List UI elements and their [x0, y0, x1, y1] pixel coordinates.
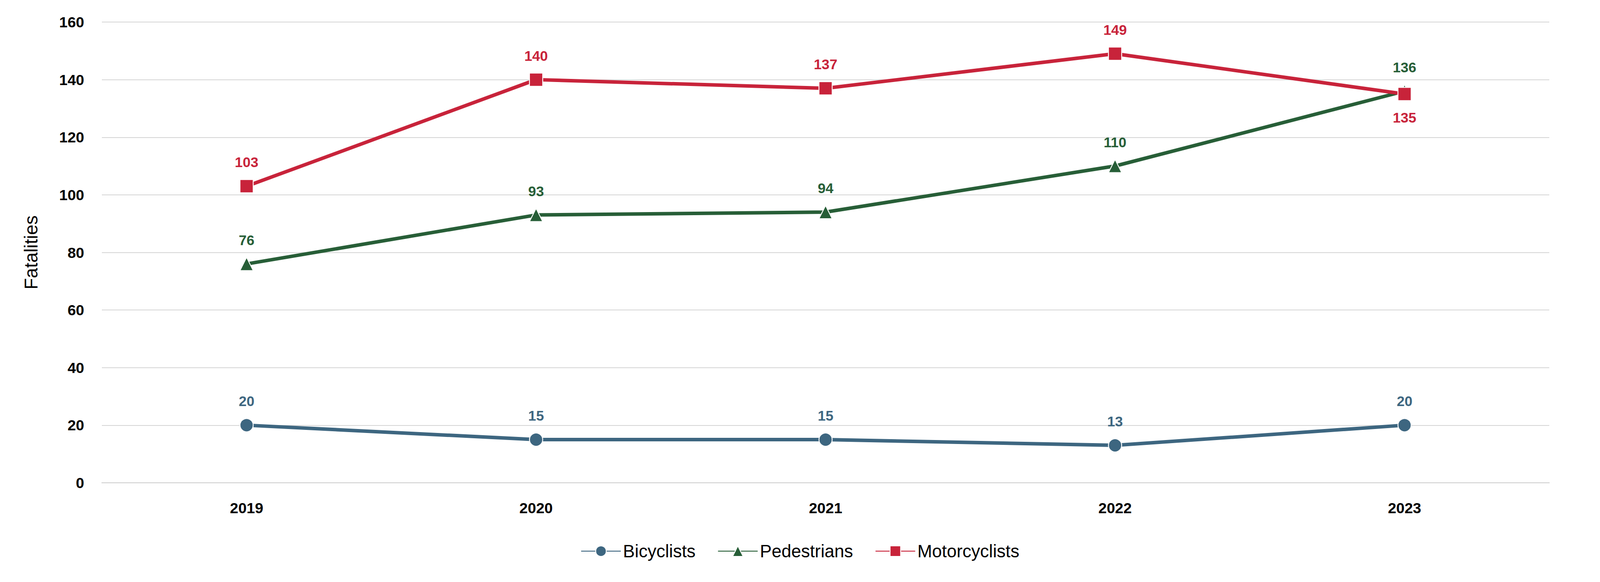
svg-text:94: 94 — [817, 180, 834, 197]
svg-text:103: 103 — [234, 154, 259, 171]
svg-text:80: 80 — [67, 244, 85, 262]
svg-text:2021: 2021 — [809, 499, 843, 517]
svg-text:Bicyclists: Bicyclists — [622, 541, 696, 561]
svg-text:2022: 2022 — [1098, 499, 1132, 517]
svg-text:15: 15 — [817, 407, 834, 424]
svg-text:137: 137 — [813, 56, 838, 73]
svg-text:2019: 2019 — [229, 499, 264, 517]
svg-text:140: 140 — [59, 71, 85, 89]
svg-text:Pedestrians: Pedestrians — [760, 541, 854, 561]
svg-text:13: 13 — [1107, 413, 1123, 430]
svg-text:2020: 2020 — [519, 499, 553, 517]
svg-text:60: 60 — [67, 301, 85, 319]
svg-text:135: 135 — [1392, 109, 1417, 126]
svg-text:140: 140 — [524, 48, 548, 64]
svg-text:149: 149 — [1103, 22, 1127, 38]
svg-text:110: 110 — [1103, 134, 1127, 151]
svg-text:Motorcyclists: Motorcyclists — [917, 541, 1020, 561]
svg-text:100: 100 — [59, 186, 85, 204]
svg-text:0: 0 — [75, 474, 85, 492]
svg-text:93: 93 — [528, 183, 545, 200]
svg-text:15: 15 — [528, 407, 545, 424]
svg-text:Fatalities: Fatalities — [20, 215, 42, 290]
svg-text:20: 20 — [1396, 393, 1413, 410]
svg-text:136: 136 — [1392, 59, 1417, 76]
svg-text:2023: 2023 — [1387, 499, 1422, 517]
svg-text:76: 76 — [238, 232, 255, 249]
svg-text:120: 120 — [59, 128, 85, 146]
svg-text:160: 160 — [59, 13, 85, 31]
svg-text:40: 40 — [67, 359, 85, 377]
svg-text:20: 20 — [67, 416, 85, 434]
svg-text:20: 20 — [238, 393, 255, 410]
